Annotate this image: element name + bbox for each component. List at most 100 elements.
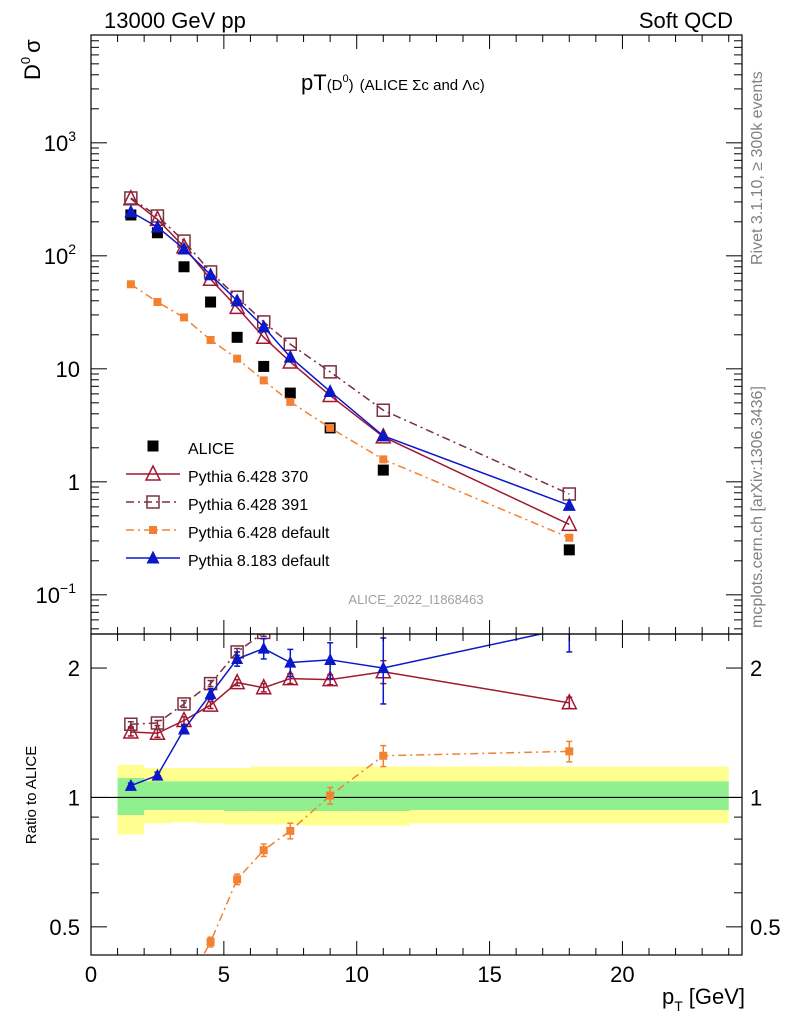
mcplots-label: mcplots.cern.ch [arXiv:1306.3436]	[749, 386, 766, 628]
ratio-point	[228, 672, 246, 690]
ratio-point	[377, 661, 390, 674]
header-right-label: Soft QCD	[639, 8, 733, 33]
x-label-unit: [GeV]	[689, 984, 745, 1009]
ratio-point	[206, 938, 215, 947]
y-tick-label-base: 10	[36, 583, 60, 608]
data-point	[286, 397, 295, 406]
ratio-y-tick-label: 2	[68, 656, 80, 681]
x-tick-label: 0	[85, 962, 97, 987]
ratio-point	[561, 693, 578, 710]
ratio-point	[563, 580, 575, 592]
data-point	[258, 360, 270, 372]
plot-title-paren-open: (D	[327, 77, 343, 94]
ratio-point	[286, 826, 295, 835]
data-point	[124, 191, 138, 205]
ratio-point	[178, 722, 190, 735]
ratio-point	[202, 695, 219, 712]
legend-marker	[149, 526, 157, 534]
x-axis-label: pT [GeV]	[662, 984, 745, 1014]
ratio-point	[180, 986, 188, 994]
data-point	[205, 296, 217, 308]
series-3	[126, 280, 574, 542]
ratio-point	[124, 778, 137, 791]
ratio-point	[284, 655, 297, 668]
top-y-label-main: D	[20, 64, 45, 80]
y-tick-label-base: 1	[68, 470, 80, 495]
ratio-series-0	[122, 659, 578, 741]
top-data	[122, 189, 578, 556]
series-4	[124, 204, 576, 511]
ratio-point	[377, 563, 389, 575]
data-point	[206, 335, 215, 344]
data-point	[283, 349, 297, 363]
ratio-y-tick-label-right: 0.5	[750, 915, 781, 940]
y-tick-label: 10−1	[36, 580, 77, 608]
series-line	[130, 211, 570, 506]
data-point	[565, 533, 574, 542]
ratio-series-1	[124, 563, 575, 732]
data-point	[379, 455, 388, 464]
ratio-frame	[90, 633, 743, 956]
data-point	[562, 497, 576, 511]
data-point	[284, 387, 296, 399]
ratio-point	[379, 751, 388, 760]
ratio-point	[326, 791, 335, 800]
y-tick-label-exp: 2	[68, 241, 76, 257]
legend-markers	[126, 440, 180, 564]
ratio-point	[565, 747, 574, 756]
top-y-label-sup: 0	[18, 57, 33, 64]
ratio-point	[255, 678, 272, 695]
data-point	[150, 219, 164, 233]
data-point	[257, 319, 271, 333]
y-tick-label: 1	[68, 470, 80, 495]
data-point	[233, 354, 242, 363]
data-point	[259, 376, 268, 385]
top-y-axis-label: D0 σ	[18, 39, 45, 80]
legend-marker	[146, 495, 160, 509]
ratio-point	[324, 652, 337, 665]
data-point	[177, 241, 191, 255]
data-point	[326, 423, 335, 432]
ratio-y-tick-label: 0.5	[49, 915, 80, 940]
ratio-point	[282, 668, 299, 686]
plot-title-paren-close: )	[349, 77, 354, 94]
legend-marker	[144, 464, 162, 481]
series-line	[130, 197, 570, 495]
legend-label-p8-default: Pythia 8.183 default	[188, 553, 330, 570]
ratio-y-tick-label-right: 2	[750, 656, 762, 681]
data-point	[124, 204, 138, 218]
ratio-y-tick-label-right: 1	[750, 785, 762, 810]
y-tick-label-base: 10	[44, 244, 68, 269]
analysis-watermark: ALICE_2022_I1868463	[348, 592, 483, 607]
legend-label-p6-default: Pythia 6.428 default	[188, 525, 330, 542]
ratio-series-3	[124, 634, 573, 791]
plot-title-main: pT	[301, 70, 327, 95]
ratio-point	[124, 717, 138, 732]
y-tick-label-base: 10	[56, 357, 80, 382]
ratio-data	[91, 563, 742, 994]
x-tick-label: 5	[218, 962, 230, 987]
top-frame	[90, 34, 743, 635]
data-point	[153, 298, 162, 307]
y-tick-label: 10	[56, 357, 80, 382]
data-point	[230, 293, 244, 307]
y-tick-label-exp: −1	[60, 580, 76, 596]
x-tick-label: 15	[477, 962, 501, 987]
plot-title: pT(D0) (ALICE Σc and Λc)	[301, 70, 485, 95]
rivet-version-label: Rivet 3.1.10, ≥ 300k events	[749, 71, 766, 265]
ratio-point	[321, 669, 339, 687]
ratio-point	[204, 687, 217, 700]
ratio-point	[257, 641, 270, 654]
ratio-panel: 0.5 0.51 12 20 5 10 15 20	[49, 563, 781, 994]
data-point	[180, 313, 188, 322]
legend-label-p6-370: Pythia 6.428 370	[188, 469, 308, 486]
y-tick-label: 103	[44, 128, 76, 156]
ratio-line	[130, 671, 570, 735]
ratio-point	[151, 768, 164, 781]
ratio-point	[150, 716, 165, 730]
header-left-label: 13000 GeV pp	[104, 8, 246, 33]
data-point	[255, 327, 272, 345]
ratio-series-2	[180, 740, 574, 994]
data-point	[323, 365, 337, 379]
